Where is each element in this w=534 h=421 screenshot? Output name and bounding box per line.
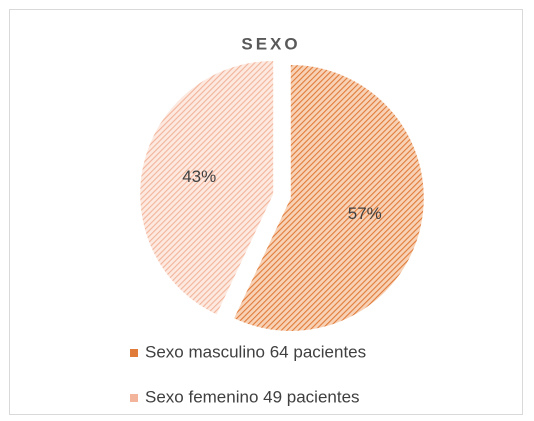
legend-label: Sexo masculino 64 pacientes [145,342,366,361]
legend-label: Sexo femenino 49 pacientes [145,387,360,406]
chart-title: SEXO [241,34,300,53]
pie-slice [234,64,424,331]
data-label: 43% [182,167,216,186]
legend-swatch [130,394,138,402]
data-label: 57% [348,204,382,223]
legend-swatch [130,349,138,357]
pie-slice [140,61,274,315]
